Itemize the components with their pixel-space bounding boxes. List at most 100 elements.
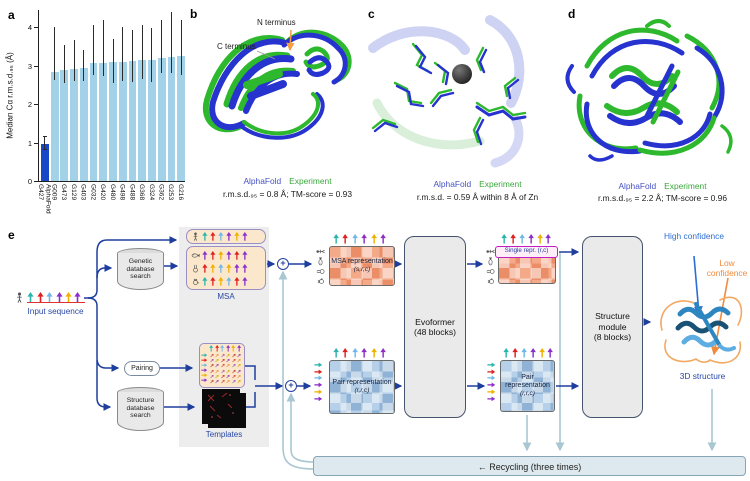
error-bar xyxy=(63,44,65,84)
panel-e-label: e xyxy=(8,228,15,242)
panel-d-caption: r.m.s.d.₉₅ = 2.2 Å; TM-score = 0.96 xyxy=(598,193,727,203)
sequence-arrow-icon xyxy=(352,348,358,358)
sequence-arrow-icon xyxy=(226,263,232,273)
sequence-arrow-icon xyxy=(530,348,536,358)
human-icon xyxy=(486,247,495,256)
sequence-arrow-icon xyxy=(221,359,225,363)
x-category-label: G427 AlphaFold xyxy=(36,184,52,214)
sequence-arrow-icon xyxy=(221,364,225,368)
sequence-arrow-icon xyxy=(333,348,339,358)
single-representation: Single repr. (r,c) xyxy=(495,246,558,258)
pair-cell-arrow xyxy=(225,353,232,360)
sequence-arrow-icon xyxy=(226,359,230,363)
msa-representation-in: MSA representation (s,r,c) xyxy=(329,246,395,286)
rabbit-icon xyxy=(316,267,325,276)
sequence-arrow-icon xyxy=(210,353,214,358)
sequence-arrow-icon xyxy=(55,292,63,303)
pairing-node: Pairing xyxy=(124,361,160,376)
panel-a-label: a xyxy=(8,8,15,22)
human-icon xyxy=(191,232,200,241)
pair-cell-arrow xyxy=(236,368,243,375)
sequence-arrow-icon xyxy=(27,292,34,303)
zinc-atom xyxy=(452,64,472,84)
sequence-arrow-icon xyxy=(361,234,368,244)
protein-overlay-d xyxy=(565,19,733,162)
pair-representation-dims: (r,r,c) xyxy=(354,387,370,394)
sequence-arrow-icon xyxy=(210,231,216,241)
bar xyxy=(60,70,69,181)
sequence-arrow-icon xyxy=(221,353,225,358)
sequence-arrow-icon xyxy=(226,353,230,358)
error-bar xyxy=(83,50,85,82)
y-tick xyxy=(34,104,38,106)
sequence-arrow-icon xyxy=(538,348,545,358)
pair-cell-arrow xyxy=(209,368,216,375)
msa-box xyxy=(186,246,266,290)
x-category-label: G129 xyxy=(69,184,77,201)
sequence-arrow-icon xyxy=(231,359,236,363)
pair-cell-arrow xyxy=(220,374,227,381)
sequence-arrow-icon xyxy=(215,369,220,373)
msa-label: MSA xyxy=(217,292,235,301)
structure-module-blocks: (8 blocks) xyxy=(593,332,632,343)
pair-cell-arrow xyxy=(231,353,238,360)
sequence-arrow-icon xyxy=(234,250,240,260)
pair-cell-arrow xyxy=(209,379,216,386)
sequence-arrow-icon xyxy=(202,263,208,273)
sequence-arrow-icon xyxy=(201,353,208,357)
template-front-square xyxy=(202,389,240,424)
sequence-arrow-icon xyxy=(226,374,230,379)
sequence-arrow-icon xyxy=(201,373,208,377)
protein-overlay-b xyxy=(202,29,352,140)
sequence-arrow-icon xyxy=(236,345,241,352)
panel-b-label: b xyxy=(190,7,198,21)
msa-query-row xyxy=(186,229,266,244)
input-sequence-line xyxy=(27,287,85,303)
chicken-icon xyxy=(191,277,200,286)
sequence-arrow-icon xyxy=(545,234,552,244)
pair-cell-arrow xyxy=(220,368,227,375)
pairing-matrix-top-arrows xyxy=(209,345,241,352)
y-tick-label: 2 xyxy=(27,100,32,110)
pair-repr-out-left-arrows xyxy=(487,362,496,401)
error-cap xyxy=(43,135,47,137)
sequence-arrow-icon xyxy=(74,292,81,303)
error-bar xyxy=(93,25,95,76)
bar xyxy=(50,72,59,181)
pair-cell-arrow xyxy=(225,368,232,375)
panel-c-legend: AlphaFold Experiment xyxy=(390,179,565,189)
sequence-arrow-icon xyxy=(226,369,230,373)
error-bar xyxy=(161,20,163,74)
sequence-arrow-icon xyxy=(242,231,248,241)
pair-representation-title: Pair representation xyxy=(332,379,392,386)
sequence-arrow-icon xyxy=(314,382,323,388)
n-terminus-annotation: N terminus xyxy=(257,18,296,27)
panel-c: c xyxy=(365,0,540,225)
pair-repr-top-arrows xyxy=(333,348,387,358)
sequence-arrow-icon xyxy=(37,292,44,303)
3d-structure-label: 3D structure xyxy=(679,371,726,381)
sequence-arrow-icon xyxy=(202,250,208,260)
bar xyxy=(128,61,137,181)
recycling-bar: ← Recycling (three times) xyxy=(313,456,746,476)
panel-c-label: c xyxy=(368,7,375,21)
pairing-matrix-left-arrows xyxy=(201,353,208,382)
chicken-icon xyxy=(486,277,495,286)
sequence-arrow-icon xyxy=(231,364,236,368)
pair-cell-arrow xyxy=(225,363,232,370)
pair-cell-arrow xyxy=(214,353,221,360)
pair-cell-arrow xyxy=(236,358,243,365)
pair-cell-arrow xyxy=(214,358,221,365)
pair-cell-arrow xyxy=(236,353,243,360)
sequence-arrow-icon xyxy=(242,263,248,273)
sequence-arrow-icon xyxy=(201,368,208,372)
sequence-arrow-icon xyxy=(210,364,214,368)
x-category-label: G403 xyxy=(79,184,87,201)
sequence-arrow-icon xyxy=(226,231,232,241)
pair-cell-arrow xyxy=(231,363,238,370)
panel-d-legend: AlphaFold Experiment xyxy=(575,181,750,191)
sequence-arrow-icon xyxy=(237,359,241,363)
msa-merge-plus: + xyxy=(277,258,289,270)
bar xyxy=(157,58,166,181)
x-category-label: G324 xyxy=(147,184,155,201)
